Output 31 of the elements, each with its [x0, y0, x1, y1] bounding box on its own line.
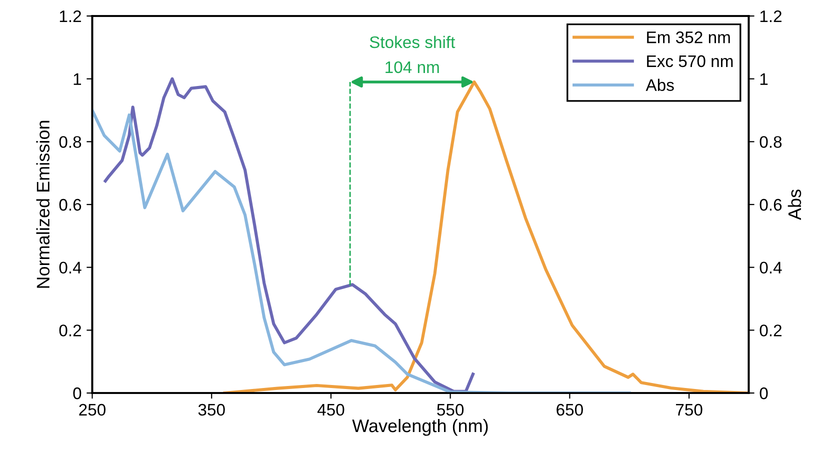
x-tick-label: 750: [676, 404, 702, 416]
y2-tick-label: 1.2: [760, 10, 782, 22]
annotation: 104 nm: [386, 61, 439, 74]
y-axis-title: Normalized Emission: [36, 120, 50, 288]
y2-tick-label: 0.6: [760, 198, 782, 211]
y-tick-label: 0.6: [59, 198, 82, 211]
y2-axis-title: Abs: [788, 190, 802, 220]
x-tick-label: 450: [317, 404, 344, 416]
x-tick-label: 250: [79, 404, 106, 416]
y2-tick-label: 1: [760, 73, 768, 85]
x-tick-label: 650: [556, 404, 583, 416]
y2-tick-label: 0.8: [760, 136, 782, 148]
annotation: Stokes shift: [370, 36, 456, 48]
x-tick-label: 550: [437, 404, 464, 416]
x-axis-title: Wavelength (nm): [352, 418, 488, 436]
y2-tick-label: 0.4: [760, 262, 782, 274]
y-tick-label: 1: [74, 73, 82, 85]
line-series: [92, 108, 631, 394]
line-series: [223, 80, 748, 394]
y-tick-label: 0.2: [59, 324, 81, 336]
legend-label: Em 352 nm: [647, 31, 730, 44]
y-tick-label: 0.8: [59, 136, 82, 148]
x-tick-label: 350: [198, 404, 225, 416]
y-tick-label: 0: [73, 387, 82, 400]
y-tick-label: 0.4: [59, 262, 82, 274]
legend-label: Abs: [646, 78, 674, 91]
line-series: [104, 77, 475, 393]
y2-tick-label: 0.2: [760, 324, 782, 336]
y-tick-label: 1.2: [60, 10, 81, 22]
y2-tick-label: 0: [760, 387, 768, 400]
legend-label: Exc 570 nm: [647, 55, 733, 68]
